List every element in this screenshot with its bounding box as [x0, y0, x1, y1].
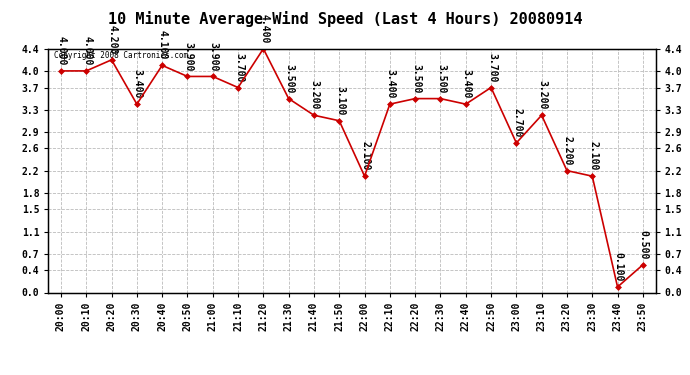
Text: 3.500: 3.500	[436, 64, 446, 93]
Text: 3.900: 3.900	[184, 42, 193, 71]
Text: 0.500: 0.500	[639, 230, 649, 259]
Text: 2.100: 2.100	[588, 141, 598, 171]
Text: 0.100: 0.100	[613, 252, 623, 281]
Text: 2.700: 2.700	[512, 108, 522, 137]
Text: 3.200: 3.200	[310, 80, 319, 110]
Text: 3.100: 3.100	[335, 86, 345, 115]
Text: 3.900: 3.900	[208, 42, 219, 71]
Text: 3.700: 3.700	[487, 53, 497, 82]
Text: 3.200: 3.200	[538, 80, 547, 110]
Text: 3.500: 3.500	[284, 64, 295, 93]
Text: 4.000: 4.000	[57, 36, 67, 65]
Text: 3.400: 3.400	[462, 69, 471, 99]
Text: 3.500: 3.500	[411, 64, 421, 93]
Text: 3.700: 3.700	[234, 53, 244, 82]
Text: 4.400: 4.400	[259, 14, 269, 43]
Text: 4.000: 4.000	[82, 36, 92, 65]
Text: Copyright 2008 Cartronics.com: Copyright 2008 Cartronics.com	[55, 51, 188, 60]
Text: 3.400: 3.400	[386, 69, 395, 99]
Text: 4.200: 4.200	[108, 25, 117, 54]
Text: 3.400: 3.400	[132, 69, 143, 99]
Text: 10 Minute Average Wind Speed (Last 4 Hours) 20080914: 10 Minute Average Wind Speed (Last 4 Hou…	[108, 11, 582, 27]
Text: 4.100: 4.100	[158, 30, 168, 60]
Text: 2.200: 2.200	[563, 136, 573, 165]
Text: 2.100: 2.100	[360, 141, 371, 171]
